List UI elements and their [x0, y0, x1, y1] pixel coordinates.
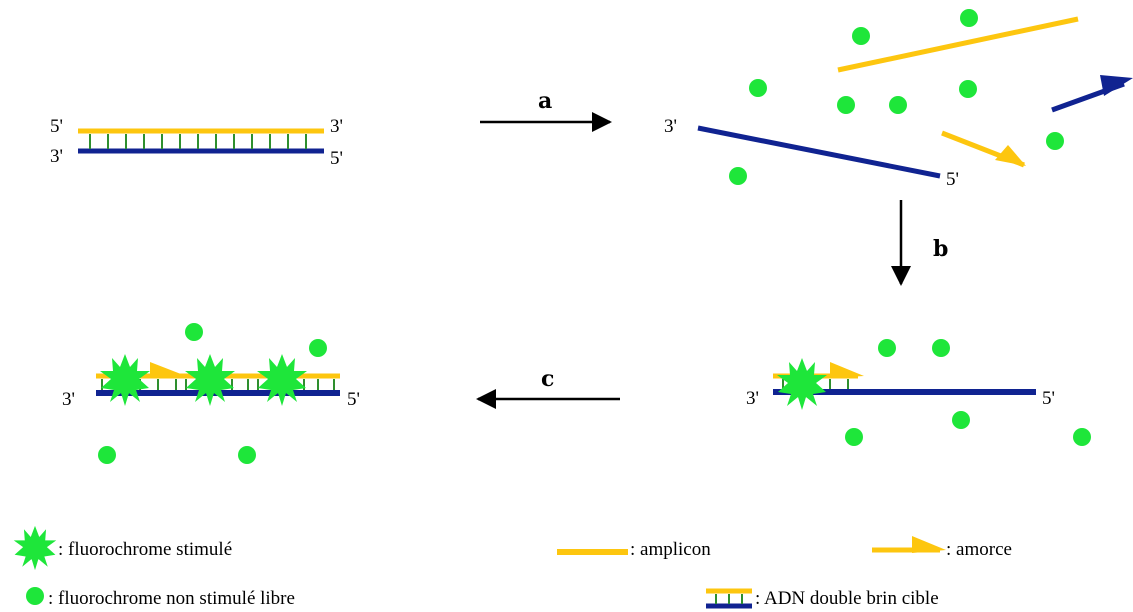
label-5prime: 5': [946, 169, 959, 190]
legend-stimulated-label: : fluorochrome stimulé: [58, 539, 232, 560]
primer: [1051, 75, 1133, 113]
label-5prime: 5': [1042, 388, 1055, 409]
free-fluorochrome-icon: [26, 587, 44, 605]
panel-denatured: 3' 5': [664, 9, 1133, 190]
panel-double-strand: 5' 3' 3' 5': [50, 116, 343, 169]
panel-annealing: 3' 5': [746, 339, 1091, 446]
arrow-step-a: a: [480, 88, 612, 132]
target-strand: [697, 125, 941, 179]
legend-primer-label: : amorce: [946, 539, 1012, 560]
legend-dsdna-label: : ADN double brin cible: [755, 588, 939, 609]
primer: [150, 362, 186, 378]
base-pair-rungs: [89, 134, 307, 149]
legend-amplicon: : amplicon: [557, 539, 711, 560]
stimulated-fluorochrome: [185, 354, 235, 406]
legend-primer: : amorce: [872, 536, 1012, 560]
label-3prime: 3': [664, 116, 677, 137]
stimulated-fluorochrome: [257, 354, 307, 406]
arrow-step-c: c: [476, 366, 620, 409]
label-3prime: 3': [746, 388, 759, 409]
step-label-b: b: [933, 236, 948, 262]
label-5prime: 5': [347, 389, 360, 410]
label-3prime-right: 3': [330, 116, 343, 137]
free-fluorochromes: [98, 323, 327, 464]
legend-dsdna: : ADN double brin cible: [706, 588, 939, 609]
label-3prime-left: 3': [50, 146, 63, 167]
legend-free-label: : fluorochrome non stimulé libre: [48, 588, 295, 609]
step-label-c: c: [541, 366, 554, 392]
base-pair-rungs: [782, 379, 849, 389]
legend-stimulated: : fluorochrome stimulé: [13, 525, 232, 571]
label-3prime: 3': [62, 389, 75, 410]
label-5prime-right: 5': [330, 148, 343, 169]
legend: : fluorochrome stimulé : fluorochrome no…: [13, 525, 1012, 609]
free-fluorochromes: [729, 9, 1064, 185]
free-fluorochromes: [845, 339, 1091, 446]
stimulated-fluorochrome: [100, 354, 150, 406]
legend-amplicon-label: : amplicon: [630, 539, 711, 560]
legend-free: : fluorochrome non stimulé libre: [26, 587, 295, 609]
label-5prime-left: 5': [50, 116, 63, 137]
primer: [941, 130, 1026, 168]
panel-elongation: 3' 5': [62, 323, 360, 464]
amplicon-strand: [837, 16, 1079, 73]
stimulated-fluorochrome-icon: [13, 525, 57, 571]
arrow-step-b: b: [891, 200, 948, 286]
step-label-a: a: [538, 88, 552, 114]
stimulated-fluorochrome: [777, 358, 827, 410]
